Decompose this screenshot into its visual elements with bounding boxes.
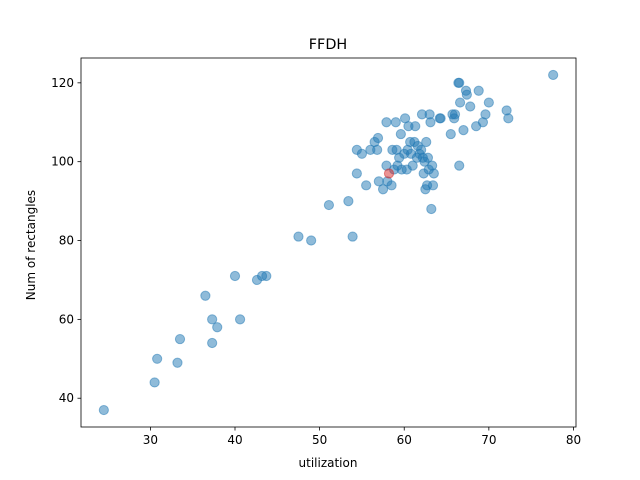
x-tick-label: 50: [312, 433, 327, 447]
data-point: [428, 168, 439, 179]
x-axis-label: utilization: [299, 456, 358, 470]
data-point: [372, 132, 384, 144]
data-point: [426, 203, 437, 215]
data-point: [454, 97, 466, 108]
data-point: [503, 113, 514, 124]
x-tick-label: 80: [566, 433, 581, 447]
data-point: [356, 148, 368, 159]
y-tick-label: 80: [59, 234, 74, 248]
data-point: [261, 270, 272, 282]
data-point: [372, 144, 383, 155]
data-point: [421, 136, 432, 148]
data-point: [461, 89, 472, 100]
data-point: [212, 322, 223, 333]
data-point: [351, 168, 362, 179]
y-tick-label: 120: [51, 76, 74, 90]
data-point: [381, 117, 392, 128]
data-point: [98, 404, 109, 416]
data-point: [200, 290, 211, 301]
data-point: [306, 235, 317, 246]
data-point: [449, 109, 461, 120]
data-point: [395, 128, 406, 140]
data-point: [390, 117, 401, 128]
y-tick-label: 60: [59, 312, 74, 326]
data-point: [323, 199, 335, 211]
data-point: [377, 184, 389, 195]
data-point: [343, 196, 354, 207]
data-point: [427, 180, 439, 191]
data-point: [458, 125, 469, 136]
data-point: [229, 270, 241, 282]
data-point: [445, 128, 456, 140]
data-point: [483, 97, 494, 108]
data-point: [293, 231, 304, 242]
data-point: [480, 109, 491, 120]
data-point: [422, 152, 434, 163]
y-tick-label: 100: [51, 155, 74, 169]
data-points: [98, 69, 559, 416]
data-point: [548, 69, 559, 81]
data-point: [465, 101, 476, 112]
data-point: [386, 180, 397, 191]
plot-frame: [80, 57, 577, 428]
x-tick-label: 40: [227, 433, 242, 447]
data-point: [407, 160, 418, 171]
data-point: [425, 117, 436, 128]
data-point: [234, 314, 246, 325]
data-point: [207, 337, 218, 349]
highlighted-point: [383, 168, 395, 179]
data-point: [361, 180, 372, 191]
chart-title: FFDH: [309, 37, 347, 53]
data-point: [410, 121, 421, 132]
data-point: [347, 231, 358, 242]
data-point: [435, 113, 446, 124]
data-point: [174, 333, 186, 345]
data-point: [473, 85, 484, 96]
data-point: [207, 314, 218, 325]
axes: 30 40 50 60 70 80 40 60 80 100 120: [51, 57, 581, 447]
data-point: [454, 160, 465, 171]
x-tick-label: 60: [397, 433, 412, 447]
y-tick-label: 40: [59, 391, 74, 405]
data-point: [172, 357, 183, 368]
x-tick-label: 30: [143, 433, 158, 447]
x-tick-label: 70: [481, 433, 496, 447]
data-point: [454, 77, 465, 88]
data-point: [152, 353, 163, 364]
y-axis-label: Num of rectangles: [24, 190, 38, 300]
data-point: [149, 377, 160, 388]
